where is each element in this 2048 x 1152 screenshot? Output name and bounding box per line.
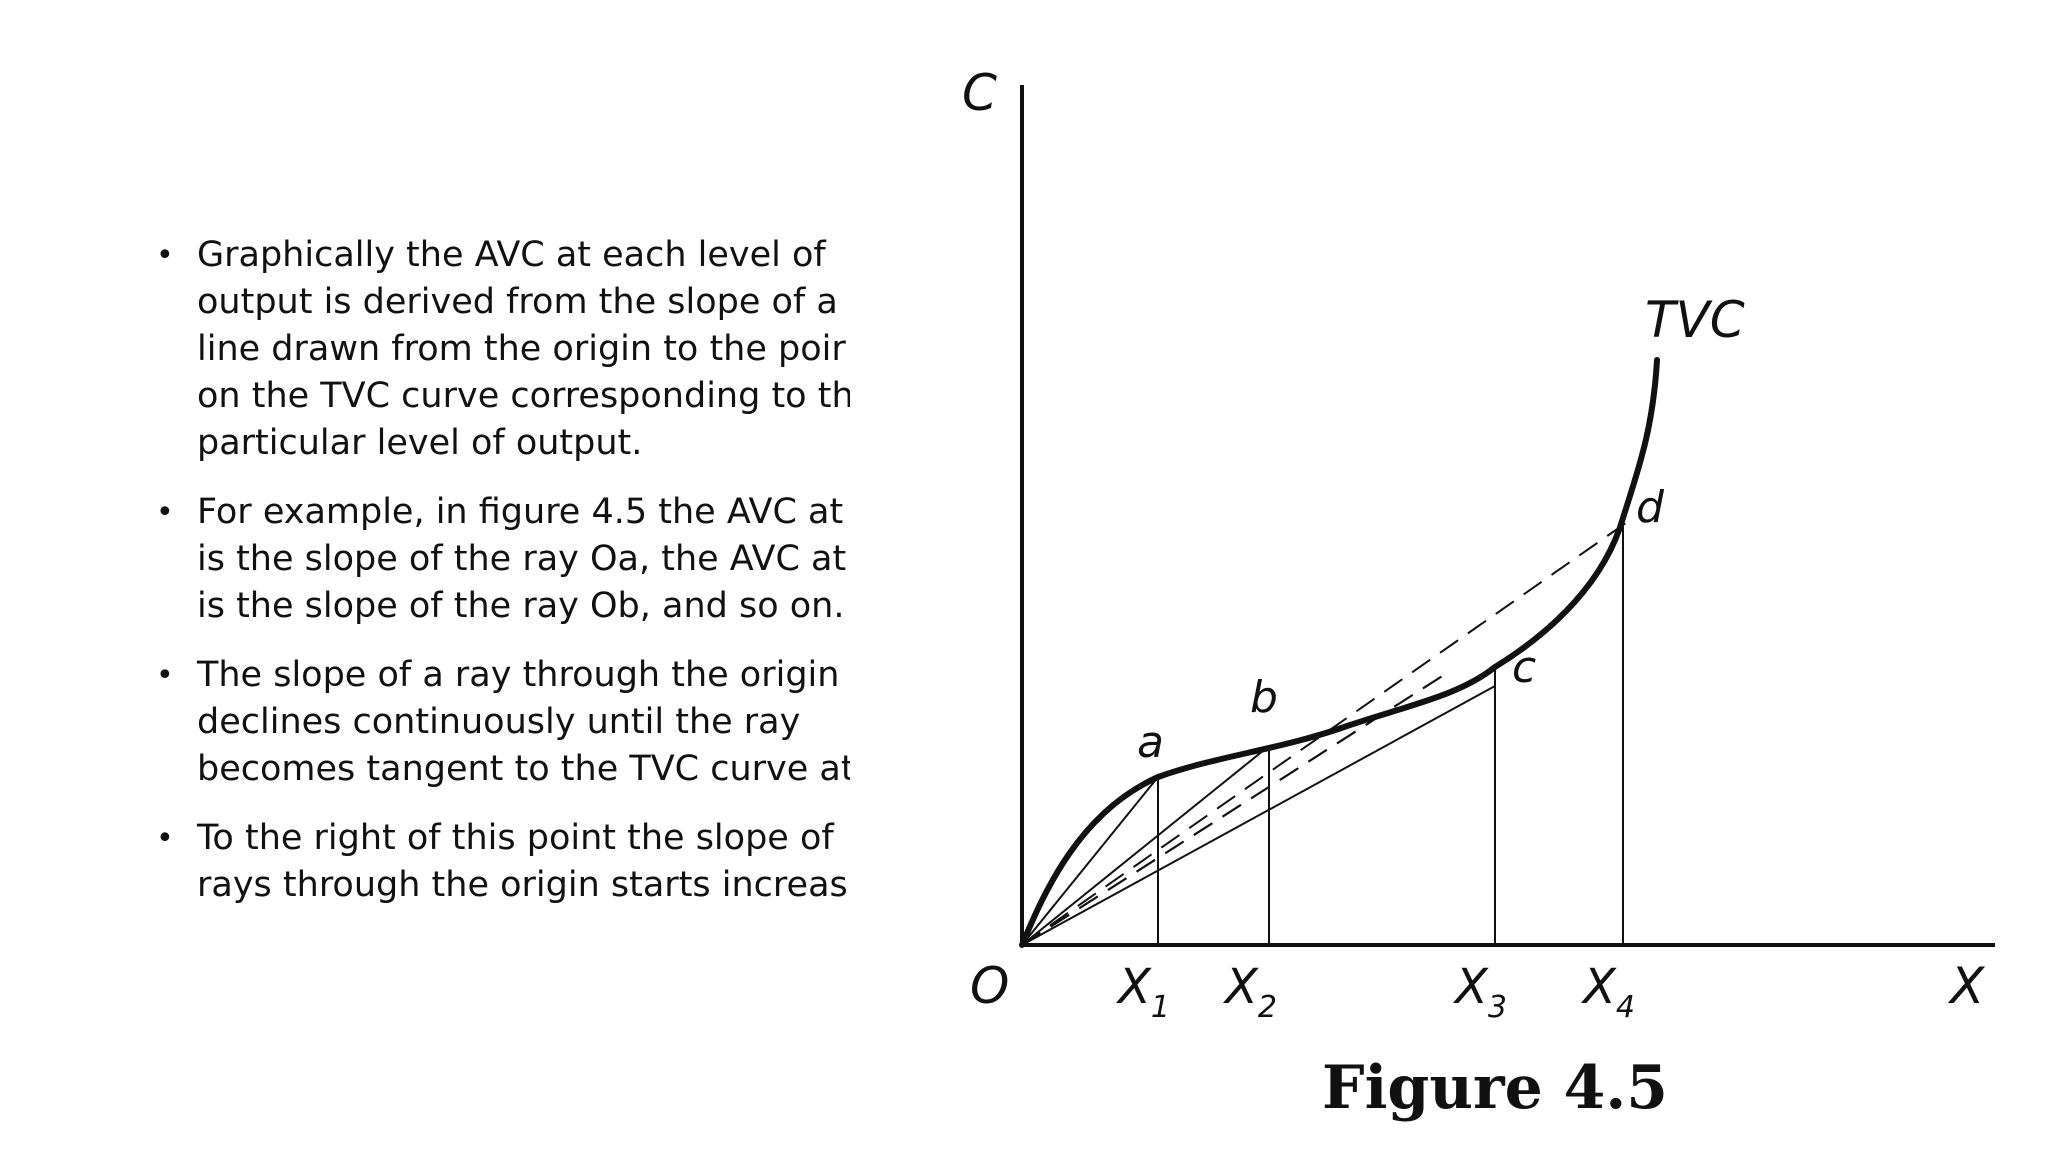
ray-od <box>1021 517 1634 946</box>
x-tick-label-2: X2 <box>1222 959 1277 1025</box>
tvc-curve-label: TVC <box>1645 291 1745 349</box>
tvc-curve <box>1019 357 1660 948</box>
bullet-marker: • <box>156 821 174 856</box>
x-tick-base: X <box>1580 959 1617 1015</box>
bullet-line: on the TVC curve corresponding to th <box>197 376 850 416</box>
bullet-marker: • <box>156 495 174 530</box>
x-tick-base: X <box>1452 959 1489 1015</box>
bullet-item-4: • To the right of this point the slope o… <box>150 815 850 909</box>
bullet-line: is the slope of the ray Ob, and so on. <box>197 586 845 626</box>
x-tick-base: X <box>1222 959 1259 1015</box>
ray-oc <box>1021 685 1496 946</box>
point-label-c: c <box>1512 642 1536 693</box>
bullet-list: • Graphically the AVC at each level of o… <box>150 232 850 909</box>
bullet-item-3: • The slope of a ray through the origin … <box>150 652 850 793</box>
tvc-diagram: C X O TVC a b c d X1 X2 X3 X4 Figure 4.5 <box>962 64 1995 1123</box>
x-tick-sub: 4 <box>1616 990 1635 1025</box>
origin-label: O <box>970 957 1009 1015</box>
bullet-line: particular level of output. <box>197 423 643 463</box>
point-label-b: b <box>1250 672 1278 723</box>
bullet-line: Graphically the AVC at each level of <box>197 235 826 275</box>
x-tick-label-3: X3 <box>1452 959 1507 1025</box>
bullet-item-1: • Graphically the AVC at each level of o… <box>150 232 850 467</box>
figure-caption: Figure 4.5 <box>1322 1053 1668 1123</box>
ray-oa <box>1021 776 1159 946</box>
bullet-item-2: • For example, in figure 4.5 the AVC at … <box>150 489 850 630</box>
y-axis-label: C <box>962 64 997 122</box>
bullet-line: For example, in figure 4.5 the AVC at X <box>197 492 850 532</box>
x-tick-label-1: X1 <box>1115 959 1170 1025</box>
bullet-line: The slope of a ray through the origin <box>197 655 840 695</box>
point-label-d: d <box>1636 482 1665 533</box>
point-label-a: a <box>1137 717 1164 768</box>
x-axis-label: X <box>1947 957 1986 1015</box>
tvc-figure: C X O TVC a b c d X1 X2 X3 X4 Figure 4.5 <box>940 60 2000 1140</box>
ray-ob <box>1021 745 1270 946</box>
x-tick-label-4: X4 <box>1580 959 1635 1025</box>
bullet-marker: • <box>156 658 174 693</box>
bullet-line: output is derived from the slope of a <box>197 282 838 322</box>
bullet-line: To the right of this point the slope of <box>197 818 834 858</box>
x-tick-sub: 2 <box>1258 990 1277 1025</box>
bullet-line: rays through the origin starts increasi <box>197 865 850 905</box>
x-tick-sub: 1 <box>1151 990 1170 1025</box>
x-tick-base: X <box>1115 959 1152 1015</box>
bullet-marker: • <box>156 238 174 273</box>
bullet-line: declines continuously until the ray <box>197 702 801 742</box>
bullet-line: line drawn from the origin to the poir <box>197 329 846 369</box>
bullet-line: is the slope of the ray Oa, the AVC at X <box>197 539 850 579</box>
bullet-line: becomes tangent to the TVC curve at <box>197 749 850 789</box>
x-tick-sub: 3 <box>1488 990 1507 1025</box>
bullet-text-box: • Graphically the AVC at each level of o… <box>150 232 850 931</box>
